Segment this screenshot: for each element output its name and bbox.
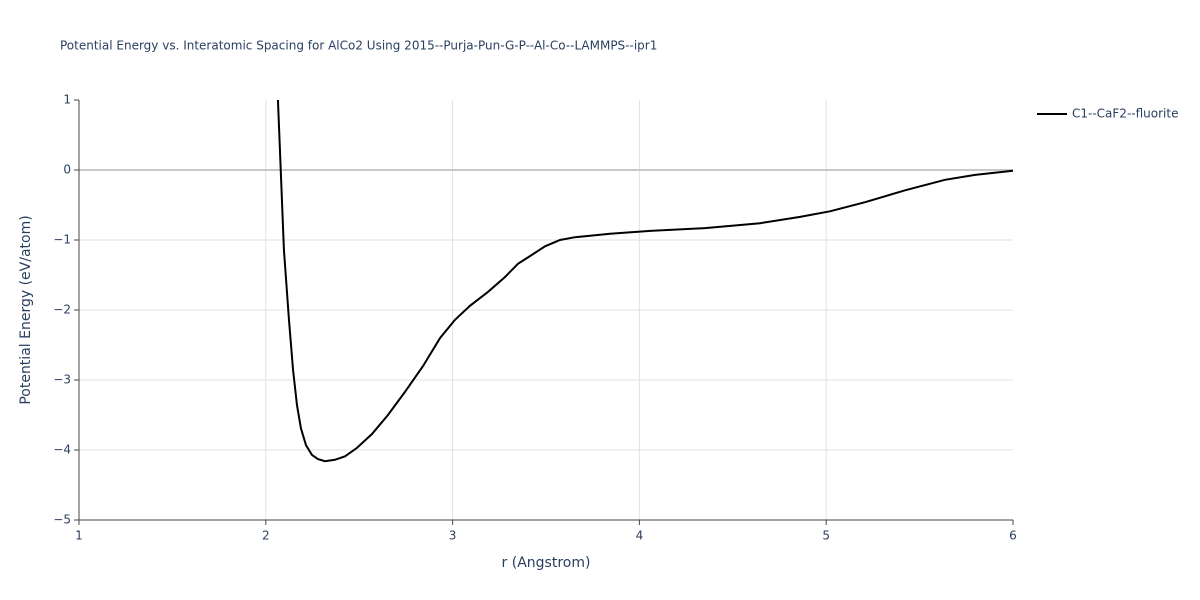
x-tick-label: 3 <box>449 529 457 543</box>
y-tick-label: 1 <box>63 93 71 107</box>
y-tick-label: 0 <box>63 163 71 177</box>
x-tick-label: 1 <box>75 529 83 543</box>
x-axis-title: r (Angstrom) <box>502 555 591 571</box>
y-tick-label: −5 <box>53 513 71 527</box>
y-tick-label: −4 <box>53 443 71 457</box>
x-tick-label: 4 <box>636 529 644 543</box>
x-tick-label: 6 <box>1009 529 1017 543</box>
x-tick-label: 5 <box>822 529 830 543</box>
y-tick-label: −3 <box>53 373 71 387</box>
y-tick-label: −2 <box>53 303 71 317</box>
chart-title: Potential Energy vs. Interatomic Spacing… <box>60 39 657 53</box>
y-axis-title: Potential Energy (eV/atom) <box>18 215 34 404</box>
y-tick-label: −1 <box>53 233 71 247</box>
legend-label: C1--CaF2--fluorite <box>1072 107 1178 121</box>
data-line <box>276 99 1014 463</box>
x-tick-label: 2 <box>262 529 270 543</box>
